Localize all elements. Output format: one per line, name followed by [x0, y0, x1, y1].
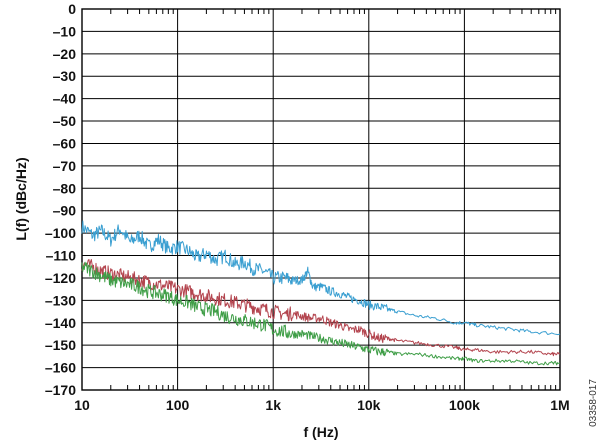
x-tick-label: 10k [357, 397, 381, 413]
y-tick-label: –30 [53, 68, 77, 84]
x-tick-label: 100 [166, 397, 190, 413]
y-axis-label: L(f) (dBc/Hz) [13, 157, 29, 240]
y-tick-label: –80 [53, 180, 77, 196]
y-tick-label: –130 [45, 292, 76, 308]
x-tick-label: 1M [550, 397, 569, 413]
x-tick-labels: 10 100 1k 10k 100k 1M [74, 397, 570, 413]
plot-area [81, 8, 561, 391]
y-tick-label: –70 [53, 158, 77, 174]
y-tick-label: –100 [45, 225, 76, 241]
y-tick-label: –140 [45, 315, 76, 331]
y-tick-label: –50 [53, 113, 77, 129]
y-tick-label: 0 [68, 1, 76, 17]
x-axis-label: f (Hz) [304, 424, 339, 440]
figure-id: 03358-017 [588, 379, 599, 427]
grid-lines [81, 8, 561, 391]
x-tick-label: 10 [74, 397, 90, 413]
y-tick-label: –40 [53, 91, 77, 107]
y-tick-label: –150 [45, 337, 76, 353]
y-tick-label: –90 [53, 203, 77, 219]
data-series [81, 220, 561, 366]
y-tick-label: –160 [45, 360, 76, 376]
y-tick-label: –110 [46, 248, 77, 264]
y-tick-label: –10 [53, 23, 77, 39]
series-line-3 [81, 261, 560, 366]
x-tick-label: 1k [265, 397, 281, 413]
y-tick-label: –60 [53, 135, 77, 151]
y-tick-label: –20 [53, 46, 77, 62]
series-line-1 [81, 220, 561, 336]
y-tick-label: –120 [45, 270, 76, 286]
y-tick-label: –170 [45, 382, 76, 398]
x-tick-label: 100k [449, 397, 480, 413]
y-tick-labels: 0 –10 –20 –30 –40 –50 –60 –70 –80 –90 –100 –110 –120… [45, 1, 76, 398]
